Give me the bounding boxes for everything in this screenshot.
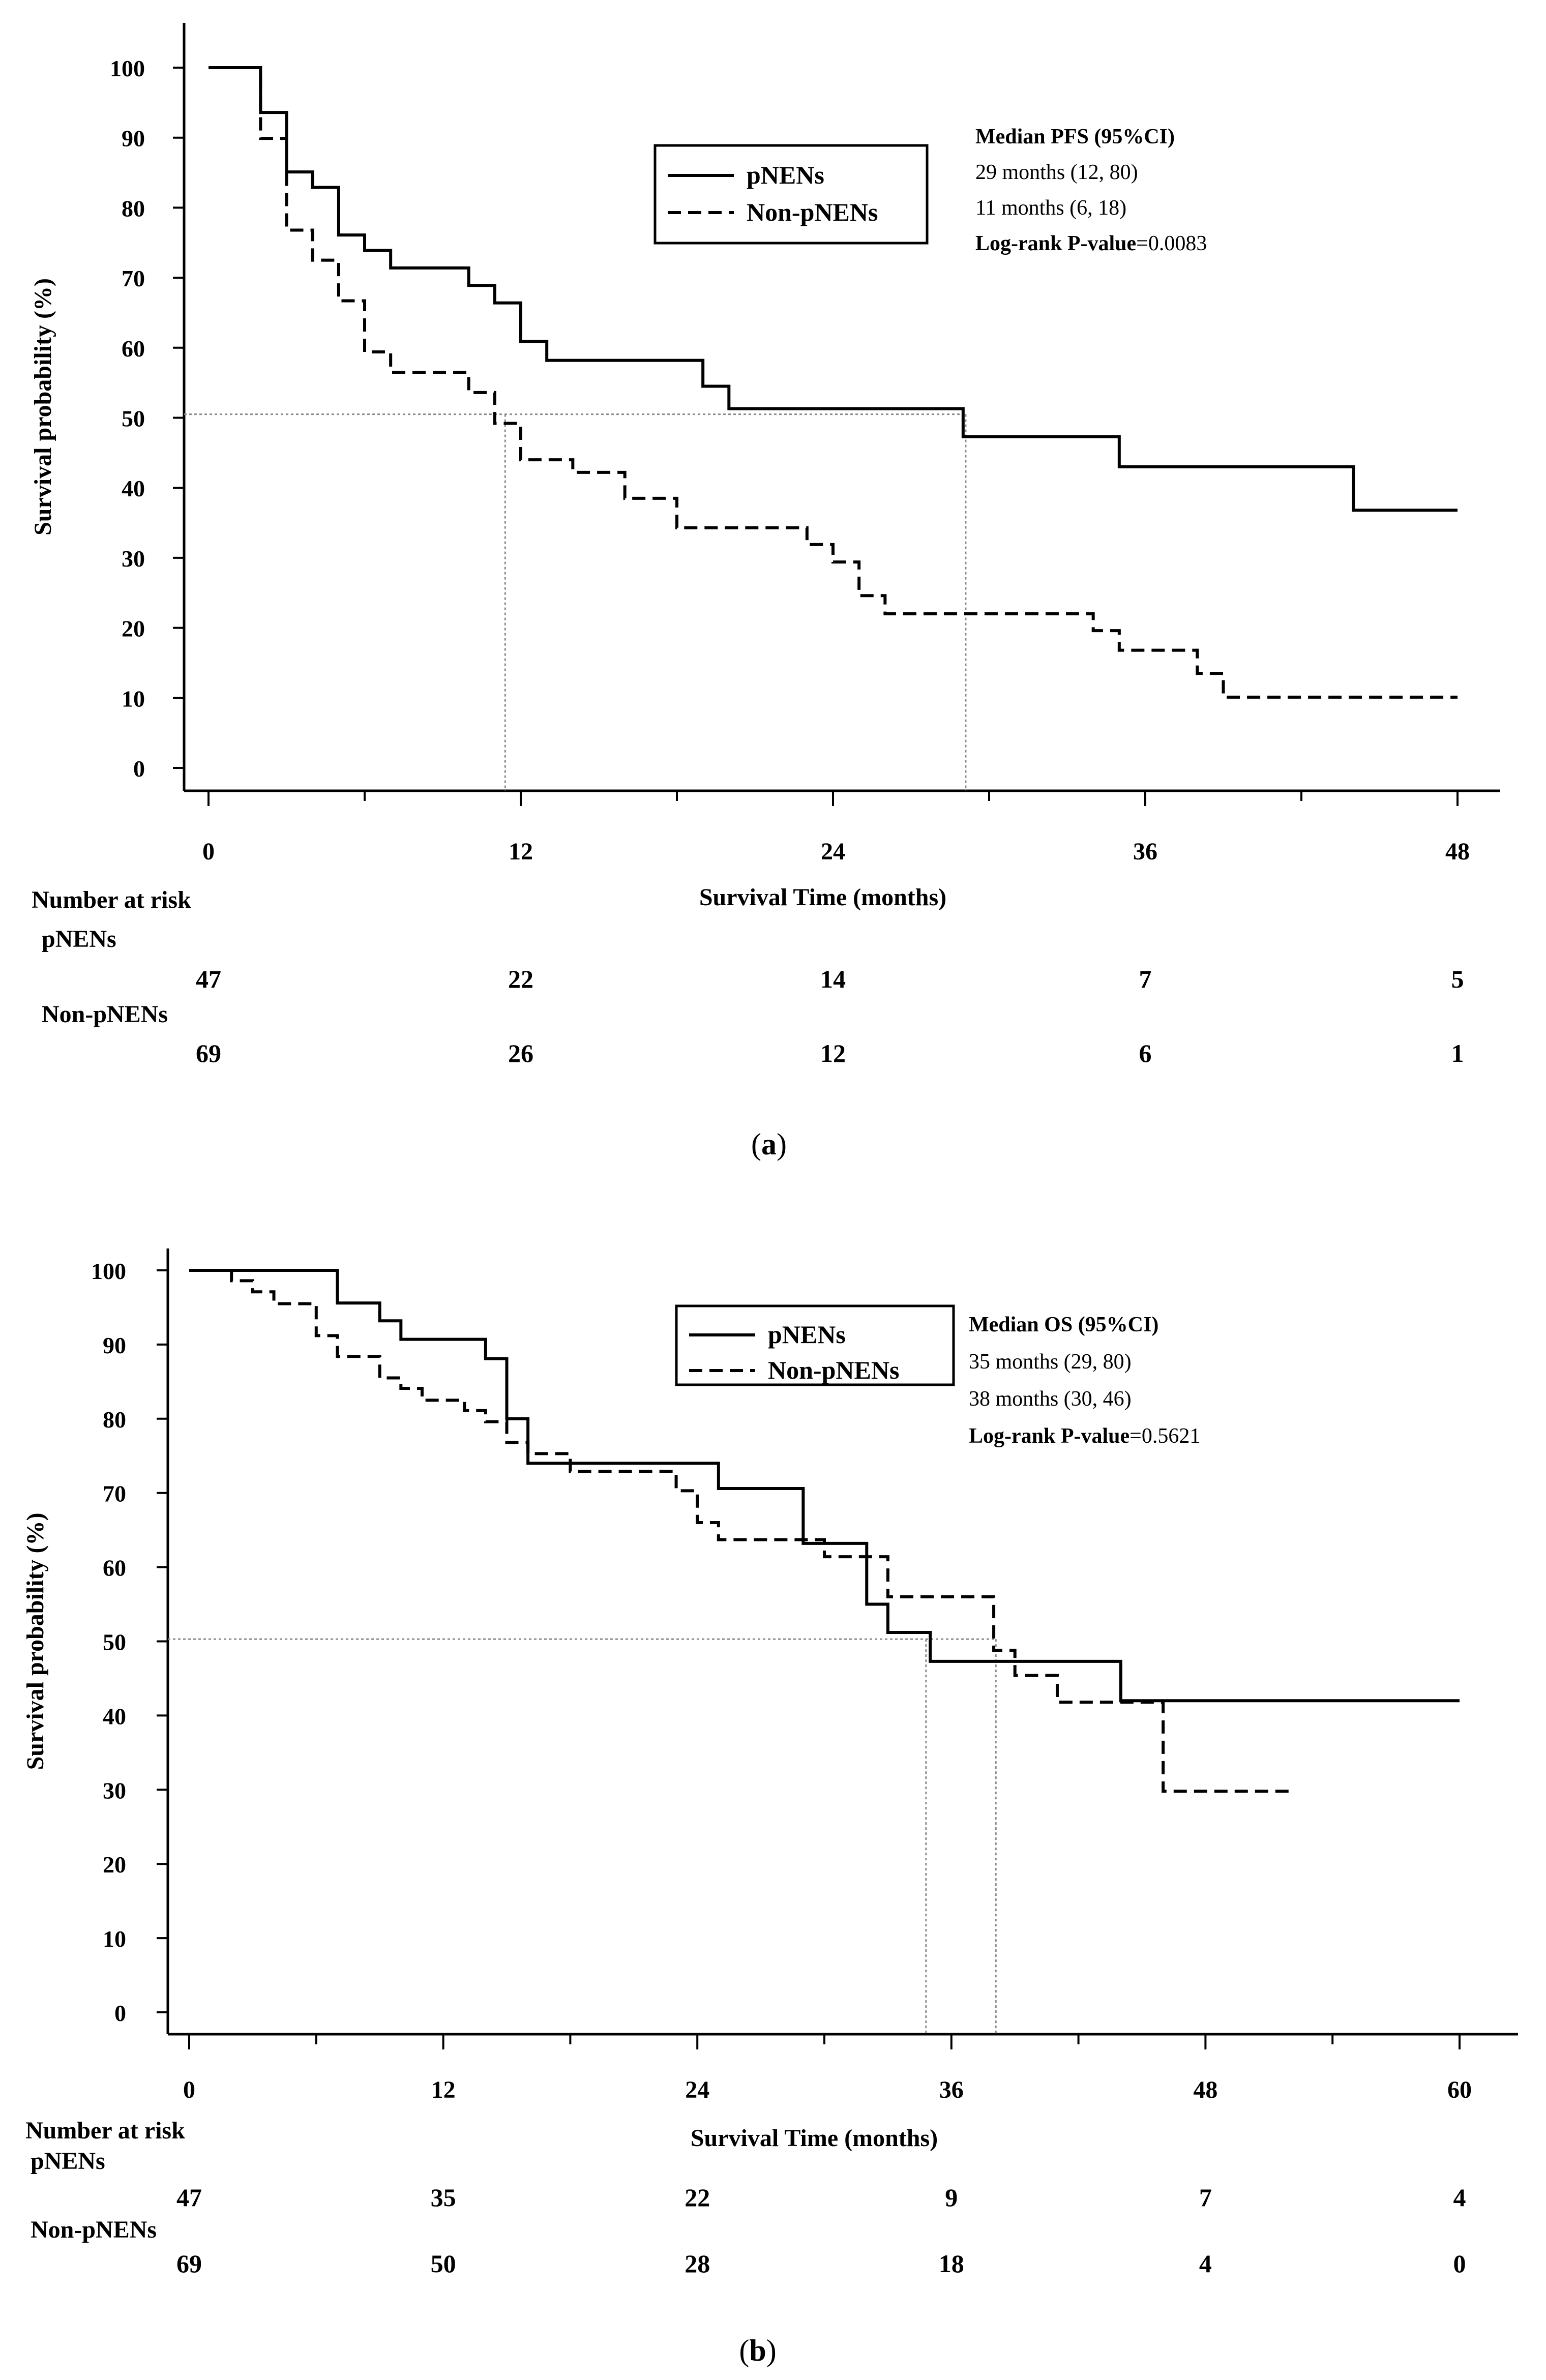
km-curve-non-pnens [189, 1269, 1290, 1793]
risk-value: 6 [1139, 1039, 1152, 1067]
risk-row-label: pNENs [31, 2148, 105, 2175]
panel-label-close: ) [766, 2334, 777, 2367]
legend-label: Non-pNENs [768, 1356, 899, 1384]
legend-label: Non-pNENs [747, 198, 878, 226]
y-tick-label: 70 [122, 265, 145, 291]
y-tick-label: 50 [103, 1629, 126, 1655]
panel-label: (b) [739, 2334, 776, 2367]
stats-pvalue-value: =0.5621 [1129, 1424, 1200, 1448]
y-tick-label: 10 [122, 686, 145, 711]
y-tick-label: 0 [133, 756, 145, 782]
y-tick-label: 80 [103, 1407, 126, 1433]
x-tick-label: 0 [202, 838, 215, 865]
risk-value: 69 [176, 2249, 202, 2278]
x-tick-label: 12 [431, 2076, 456, 2103]
risk-value: 4 [1453, 2183, 1466, 2212]
x-tick-label: 0 [183, 2076, 195, 2103]
y-tick-label: 100 [110, 55, 145, 81]
stats-pvalue: Log-rank P-value=0.0083 [975, 232, 1207, 255]
y-tick-label: 50 [122, 406, 145, 432]
risk-value: 7 [1199, 2183, 1212, 2212]
panel-label-open: ( [739, 2334, 749, 2367]
y-tick-label: 0 [114, 2000, 126, 2026]
stats-pvalue: Log-rank P-value=0.5621 [969, 1424, 1200, 1448]
y-tick-label: 60 [122, 336, 145, 362]
risk-value: 1 [1451, 1039, 1464, 1067]
x-tick-label: 60 [1447, 2076, 1472, 2103]
panel-label-close: ) [777, 1127, 787, 1161]
risk-value: 50 [431, 2249, 456, 2278]
risk-value: 69 [196, 1039, 221, 1067]
risk-value: 18 [939, 2249, 964, 2278]
risk-row-label: Non-pNENs [31, 2216, 157, 2243]
x-axis-title: Survival Time (months) [691, 2125, 938, 2152]
y-tick-label: 40 [122, 475, 145, 501]
stats-title: Median PFS (95%CI) [975, 125, 1175, 148]
risk-value: 35 [431, 2183, 456, 2212]
legend-label: pNENs [768, 1320, 846, 1349]
risk-value: 14 [820, 965, 846, 993]
y-tick-label: 90 [103, 1332, 126, 1358]
risk-value: 28 [685, 2249, 710, 2278]
x-axis-title: Survival Time (months) [699, 884, 946, 911]
risk-value: 22 [685, 2183, 710, 2212]
y-tick-label: 10 [103, 1926, 126, 1952]
stats-median-line: 35 months (29, 80) [969, 1350, 1132, 1374]
stats-pvalue-value: =0.0083 [1136, 232, 1207, 255]
y-axis-title: Survival probability (%) [29, 278, 56, 536]
risk-value: 5 [1451, 965, 1464, 993]
risk-value: 4 [1199, 2249, 1212, 2278]
legend-label: pNENs [747, 161, 824, 189]
x-tick-label: 24 [685, 2076, 709, 2103]
x-tick-label: 36 [939, 2076, 964, 2103]
stats-pvalue-label: Log-rank P-value [969, 1424, 1129, 1448]
y-tick-label: 30 [122, 546, 145, 572]
x-tick-label: 48 [1193, 2076, 1217, 2103]
km-curve-pnens [209, 66, 1458, 512]
y-tick-label: 70 [103, 1481, 126, 1507]
stats-pvalue-label: Log-rank P-value [975, 232, 1136, 255]
stats-median-line: 11 months (6, 18) [975, 196, 1126, 220]
y-axis-title: Survival probability (%) [22, 1513, 49, 1770]
panel-label-open: ( [751, 1127, 761, 1161]
stats-median-line: 29 months (12, 80) [975, 161, 1138, 184]
x-tick-label: 24 [821, 838, 845, 865]
y-tick-label: 20 [122, 616, 145, 642]
y-tick-label: 80 [122, 195, 145, 221]
risk-value: 9 [945, 2183, 958, 2212]
risk-value: 47 [196, 965, 221, 993]
y-tick-label: 100 [91, 1258, 126, 1284]
risk-value: 0 [1453, 2249, 1466, 2278]
x-tick-label: 48 [1445, 838, 1470, 865]
y-tick-label: 20 [103, 1852, 126, 1878]
y-tick-label: 40 [103, 1703, 126, 1729]
km-curve-non-pnens [209, 66, 1458, 699]
risk-value: 7 [1139, 965, 1152, 993]
km-curve-pnens [189, 1269, 1460, 1703]
km-panel-a: 0 10 20 30 40 50 60 70 80 90 100 0 12 24 36 48 Survival … [29, 23, 1500, 1161]
risk-value: 26 [508, 1039, 533, 1067]
x-tick-label: 36 [1133, 838, 1157, 865]
stats-median-line: 38 months (30, 46) [969, 1387, 1132, 1411]
risk-table-title: Number at risk [32, 886, 191, 913]
y-tick-label: 30 [103, 1777, 126, 1803]
stats-title: Median OS (95%CI) [969, 1313, 1158, 1336]
risk-value: 22 [508, 965, 533, 993]
risk-value: 47 [176, 2183, 202, 2212]
panel-label-letter: b [749, 2334, 766, 2367]
risk-table-title: Number at risk [25, 2117, 185, 2144]
risk-row-label: pNENs [42, 926, 116, 953]
y-tick-label: 60 [103, 1555, 126, 1581]
y-tick-label: 90 [122, 126, 145, 152]
panel-label-letter: a [761, 1127, 777, 1161]
panel-label: (a) [751, 1127, 787, 1161]
x-tick-label: 12 [509, 838, 533, 865]
risk-value: 12 [820, 1039, 846, 1067]
risk-row-label: Non-pNENs [42, 1001, 168, 1028]
legend-box [653, 144, 929, 245]
